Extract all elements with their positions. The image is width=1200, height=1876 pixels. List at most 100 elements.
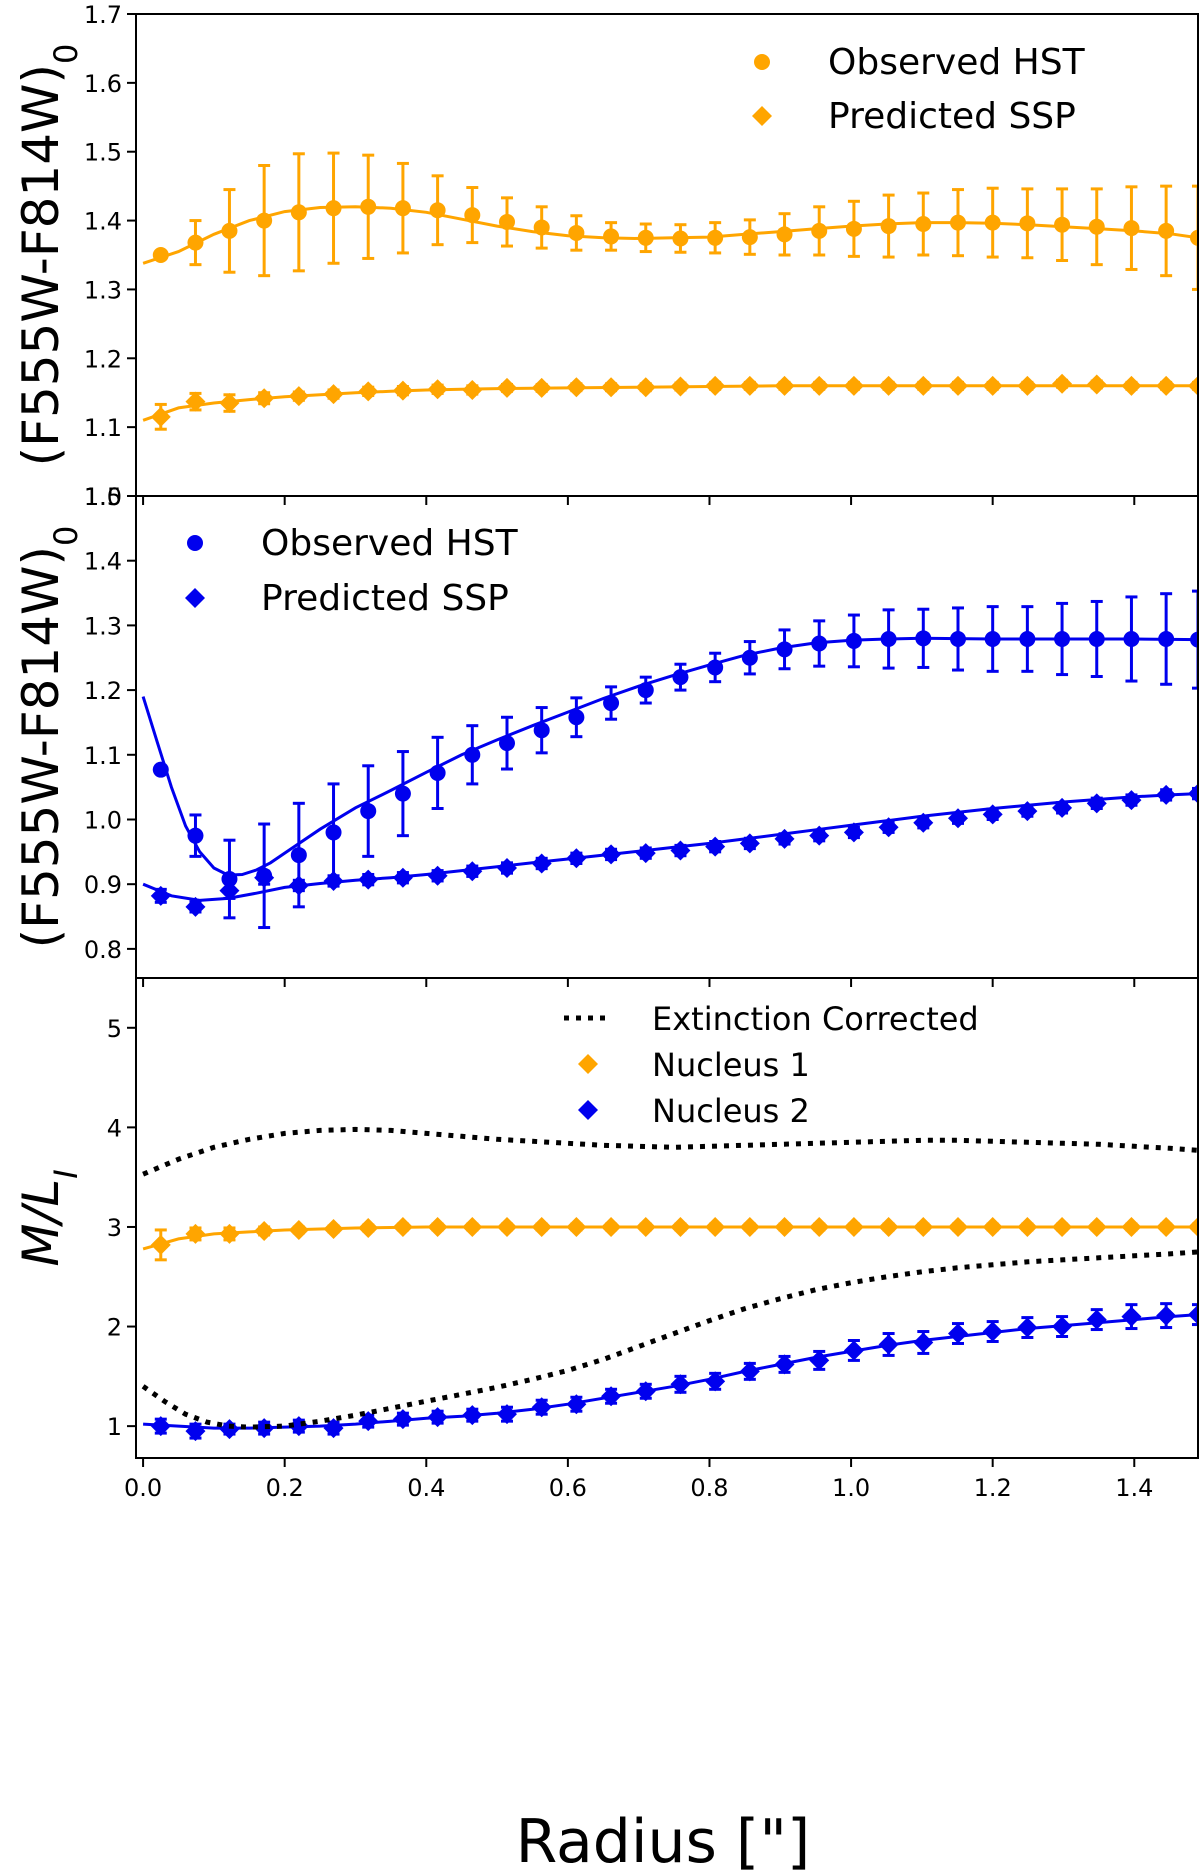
- data-point: [496, 858, 517, 879]
- legend-marker: [578, 1100, 598, 1120]
- data-point: [531, 1397, 552, 1418]
- panel-top: 1.0 1.1 1.2 1.3 1.4 1.5 1.6 1.7 (F555W-F814W)0 Ob…: [12, 1, 1199, 511]
- extinction-corrected-line: [141, 1249, 1198, 1430]
- data-point: [843, 375, 864, 396]
- data-point: [670, 1216, 691, 1237]
- legend-marker: [752, 106, 772, 126]
- x-axis-label: Radius ["]: [516, 1807, 811, 1876]
- data-point: [1086, 1309, 1107, 1330]
- legend-label: Observed HST: [828, 42, 1086, 83]
- data-point: [774, 1216, 795, 1237]
- data-point: [394, 785, 411, 802]
- x-tick-label: 0.6: [549, 1474, 587, 1502]
- data-point: [462, 861, 483, 882]
- data-point: [1156, 1305, 1177, 1326]
- y-tick-label: 1.0: [84, 806, 122, 834]
- axes-frame-top: [135, 13, 1199, 497]
- data-point: [498, 735, 515, 752]
- data-point: [496, 1216, 517, 1237]
- data-point: [1121, 375, 1142, 396]
- y-tick-label: 3: [107, 1214, 122, 1242]
- data-point: [531, 1216, 552, 1237]
- data-point: [1017, 375, 1038, 396]
- legend-item: Nucleus 1: [578, 1046, 810, 1084]
- data-point: [531, 377, 552, 398]
- data-point: [360, 803, 377, 820]
- data-point: [774, 1354, 795, 1375]
- data-point: [705, 375, 726, 396]
- data-point: [913, 375, 934, 396]
- data-point: [637, 229, 654, 246]
- data-point: [462, 379, 483, 400]
- data-point: [635, 1381, 656, 1402]
- series-middle-0: [141, 589, 1198, 930]
- data-point: [1017, 1317, 1038, 1338]
- y-tick-label: 1.3: [84, 612, 122, 640]
- data-point: [1121, 1216, 1142, 1237]
- legend-item: Predicted SSP: [185, 578, 509, 619]
- extinction-corrected-line: [142, 1126, 1198, 1177]
- data-point: [1190, 631, 1198, 648]
- data-point: [774, 375, 795, 396]
- data-point: [811, 222, 828, 239]
- data-point: [185, 896, 206, 917]
- data-point: [1156, 1216, 1177, 1237]
- data-point: [947, 808, 968, 829]
- data-point: [776, 641, 793, 658]
- data-point: [427, 379, 448, 400]
- data-point: [635, 1216, 656, 1237]
- data-point: [811, 635, 828, 652]
- fit-line: [141, 636, 1198, 877]
- y-axis-label-main: M/L: [12, 1179, 70, 1267]
- data-point: [566, 377, 587, 398]
- y-tick-label: 1: [107, 1413, 122, 1441]
- data-point: [705, 1371, 726, 1392]
- data-point: [392, 1216, 413, 1237]
- y-tick-label: 1.2: [84, 677, 122, 705]
- data-point: [1017, 1216, 1038, 1237]
- data-point: [496, 1404, 517, 1425]
- data-point: [1123, 220, 1140, 237]
- data-point: [288, 1219, 309, 1240]
- data-point: [741, 649, 758, 666]
- data-point: [288, 875, 309, 896]
- data-point: [845, 632, 862, 649]
- data-point: [568, 224, 585, 241]
- data-point: [427, 1216, 448, 1237]
- data-point: [1088, 630, 1105, 647]
- data-point: [531, 853, 552, 874]
- data-point: [845, 220, 862, 237]
- data-point: [913, 1332, 934, 1353]
- data-point: [705, 1216, 726, 1237]
- legend-label: Predicted SSP: [828, 96, 1076, 137]
- x-tick-label: 1.4: [1115, 1474, 1153, 1502]
- y-tick-label: 1.6: [84, 70, 122, 98]
- data-point: [496, 377, 517, 398]
- x-tick-label: 1.0: [832, 1474, 870, 1502]
- data-point: [739, 1361, 760, 1382]
- data-point: [290, 204, 307, 221]
- data-point: [637, 682, 654, 699]
- data-point: [880, 218, 897, 235]
- data-point: [984, 214, 1001, 231]
- data-point: [843, 1340, 864, 1361]
- data-point: [915, 216, 932, 233]
- data-point: [1188, 375, 1198, 396]
- data-point: [464, 746, 481, 763]
- data-point: [185, 1223, 206, 1244]
- series-bottom-3: [141, 1249, 1198, 1430]
- data-point: [152, 761, 169, 778]
- data-point: [601, 844, 622, 865]
- x-tick-label: 0.4: [407, 1474, 445, 1502]
- data-point: [254, 388, 275, 409]
- data-point: [603, 695, 620, 712]
- y-tick-label: 4: [107, 1114, 122, 1142]
- data-point: [947, 375, 968, 396]
- data-point: [635, 843, 656, 864]
- y-tick-label: 1.3: [84, 276, 122, 304]
- panel-middle: 0.8 0.9 1.0 1.1 1.2 1.3 1.4 1.5 (F555W-F814W)0 Ob…: [12, 483, 1199, 987]
- data-point: [394, 200, 411, 217]
- data-point: [947, 1216, 968, 1237]
- data-point: [913, 812, 934, 833]
- data-point: [360, 198, 377, 215]
